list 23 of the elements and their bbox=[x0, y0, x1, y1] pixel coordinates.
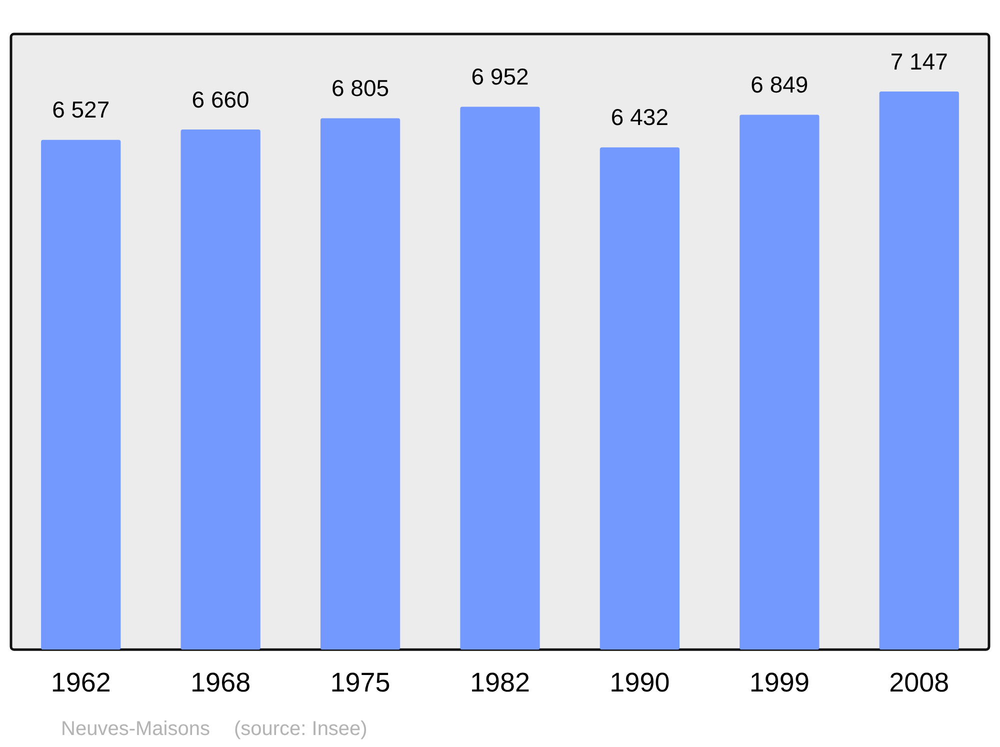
x-tick-label: 1999 bbox=[749, 667, 810, 698]
data-label: 6 805 bbox=[332, 75, 390, 102]
x-tick-label: 2008 bbox=[889, 667, 950, 698]
data-label: 6 849 bbox=[750, 72, 808, 98]
data-label: 6 660 bbox=[192, 86, 250, 112]
x-tick-label: 1990 bbox=[610, 667, 670, 698]
bar bbox=[740, 114, 820, 650]
bar bbox=[41, 140, 121, 650]
x-tick-label: 1975 bbox=[330, 667, 390, 698]
x-tick-label: 1968 bbox=[190, 667, 251, 698]
data-label: 7 147 bbox=[890, 48, 948, 74]
bar bbox=[320, 118, 400, 650]
bar bbox=[879, 91, 959, 650]
data-label: 6 952 bbox=[471, 64, 529, 90]
bar bbox=[460, 106, 540, 650]
x-tick-label: 1982 bbox=[470, 667, 530, 698]
text: (source: Insee) bbox=[234, 718, 368, 740]
bar bbox=[600, 147, 680, 650]
x-tick-label: 1962 bbox=[50, 667, 111, 698]
data-label: 6 527 bbox=[52, 96, 110, 123]
data-label: 6 432 bbox=[610, 104, 668, 130]
bar bbox=[180, 130, 260, 650]
text: Neuves-Maisons bbox=[61, 718, 210, 740]
